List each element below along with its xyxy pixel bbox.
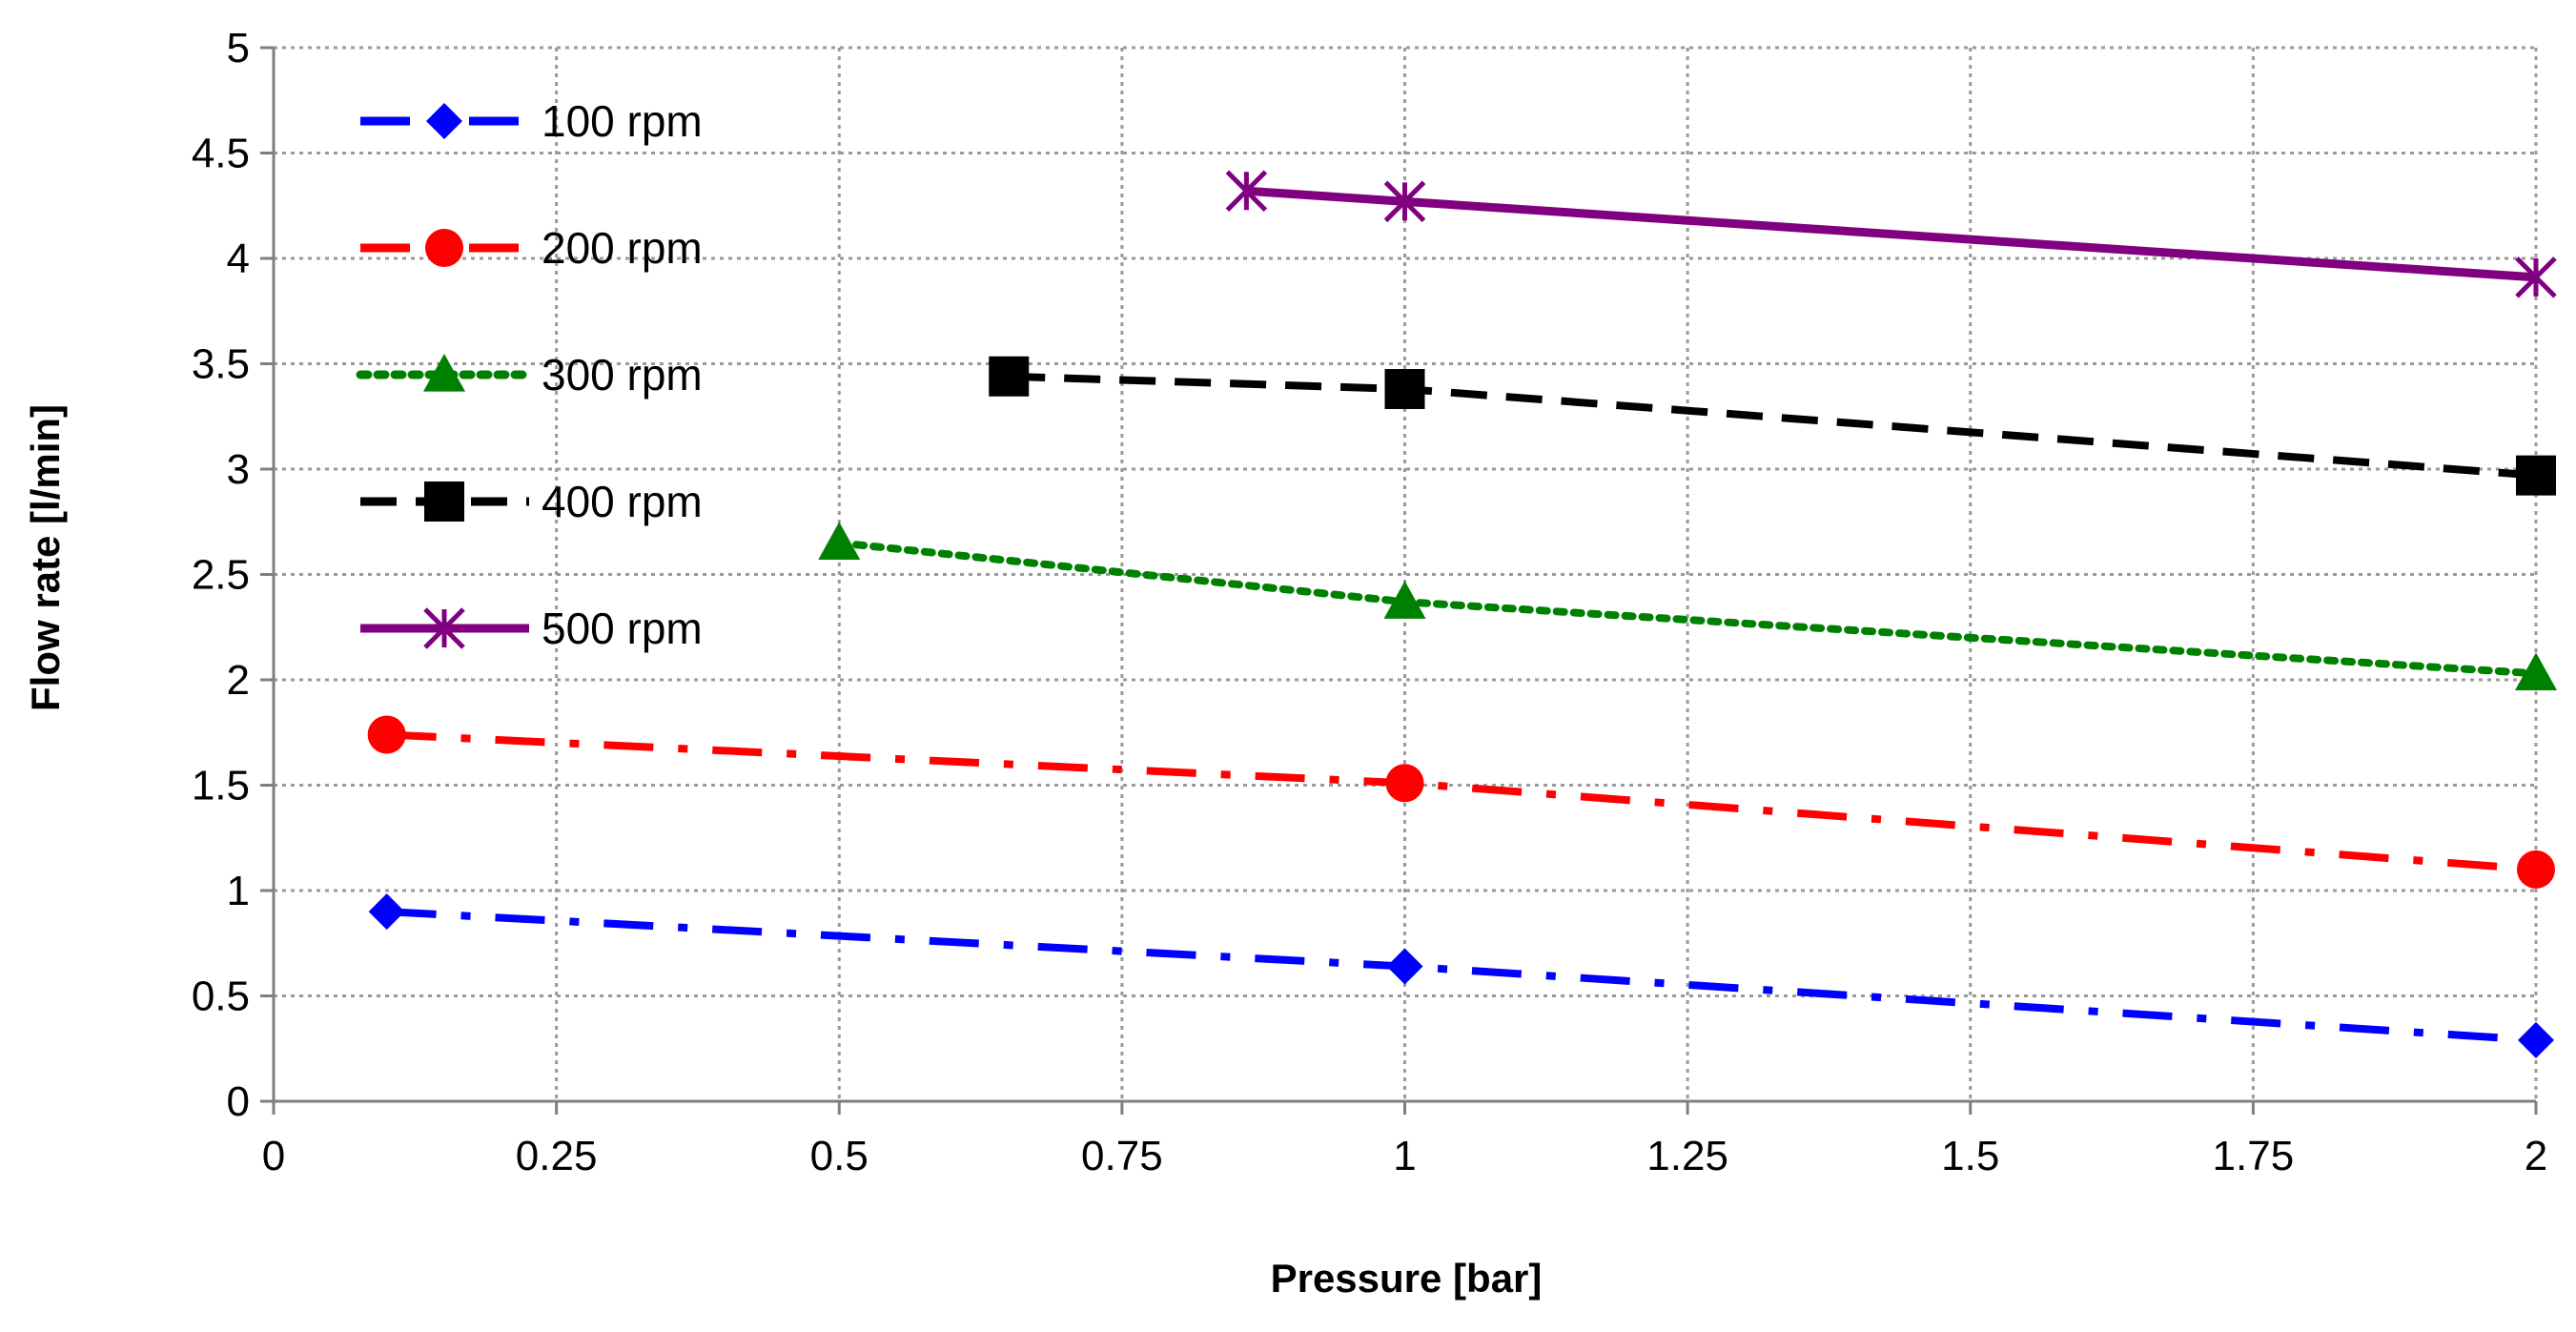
series-group bbox=[367, 170, 2557, 1058]
legend-label: 400 rpm bbox=[542, 477, 703, 526]
legend-marker bbox=[425, 229, 463, 267]
grid-lines bbox=[274, 46, 2538, 1101]
tick-labels: 0 0.5 1 1.5 2 2.5 3 3.5 4 4.5 5 0 0.25 0.5 0.75 1 1.25 1.… bbox=[192, 25, 2547, 1179]
x-tick-label: 0.5 bbox=[810, 1133, 869, 1179]
legend-item-400-rpm: 400 rpm bbox=[360, 477, 703, 526]
data-point bbox=[989, 356, 1030, 397]
y-tick-label: 0 bbox=[227, 1078, 250, 1125]
data-point bbox=[2518, 1021, 2554, 1058]
legend-label: 100 rpm bbox=[542, 96, 703, 146]
legend-label: 200 rpm bbox=[542, 223, 703, 273]
y-tick-label: 4 bbox=[227, 236, 250, 282]
legend-marker bbox=[423, 354, 465, 392]
data-point bbox=[2515, 652, 2557, 690]
series-400-rpm bbox=[989, 356, 2556, 496]
data-point bbox=[2516, 455, 2556, 496]
y-tick-label: 1 bbox=[227, 868, 250, 914]
data-point bbox=[1383, 581, 1426, 619]
series-line bbox=[386, 730, 2537, 873]
x-axis-title: Pressure [bar] bbox=[1271, 1256, 1543, 1301]
series-line bbox=[1009, 372, 2537, 480]
data-point bbox=[2517, 850, 2555, 889]
legend-marker bbox=[423, 607, 465, 649]
x-tick-label: 2 bbox=[2525, 1133, 2547, 1179]
legend-item-300-rpm: 300 rpm bbox=[356, 350, 703, 400]
series-line bbox=[1246, 186, 2537, 282]
data-point bbox=[2515, 256, 2557, 298]
legend-label: 500 rpm bbox=[542, 604, 703, 653]
x-tick-label: 0.75 bbox=[1081, 1133, 1163, 1179]
y-axis-title: Flow rate [l/min] bbox=[23, 404, 68, 711]
series-line bbox=[386, 908, 2537, 1044]
data-point bbox=[1385, 764, 1424, 803]
y-tick-label: 5 bbox=[227, 25, 250, 72]
series-300-rpm bbox=[818, 522, 2557, 690]
y-tick-label: 3.5 bbox=[192, 341, 250, 388]
legend-item-100-rpm: 100 rpm bbox=[360, 96, 703, 146]
y-tick-label: 1.5 bbox=[192, 763, 250, 809]
series-200-rpm bbox=[367, 715, 2555, 889]
data-point bbox=[1384, 369, 1425, 410]
series-500-rpm bbox=[1225, 170, 2557, 298]
data-point bbox=[818, 522, 861, 560]
data-point bbox=[368, 893, 405, 931]
y-tick-label: 3 bbox=[227, 446, 250, 493]
y-tick-label: 2 bbox=[227, 657, 250, 704]
data-point bbox=[367, 715, 406, 754]
legend-label: 300 rpm bbox=[542, 350, 703, 400]
x-tick-label: 1 bbox=[1393, 1133, 1416, 1179]
data-point bbox=[1386, 948, 1423, 985]
x-tick-label: 1.25 bbox=[1646, 1133, 1728, 1179]
legend-marker bbox=[426, 103, 462, 139]
legend: 100 rpm 200 rpm 300 rpm 400 rpm 500 rpm bbox=[356, 96, 703, 653]
axes bbox=[260, 46, 2538, 1115]
data-point bbox=[1383, 180, 1426, 223]
series-100-rpm bbox=[368, 893, 2554, 1058]
data-point bbox=[1225, 170, 1268, 213]
legend-item-500-rpm: 500 rpm bbox=[360, 604, 703, 653]
legend-item-200-rpm: 200 rpm bbox=[360, 223, 703, 273]
x-tick-label: 0.25 bbox=[516, 1133, 598, 1179]
y-tick-label: 4.5 bbox=[192, 131, 250, 177]
x-tick-label: 0 bbox=[262, 1133, 285, 1179]
x-tick-label: 1.5 bbox=[1941, 1133, 1999, 1179]
legend-marker bbox=[424, 482, 464, 522]
x-tick-label: 1.75 bbox=[2213, 1133, 2295, 1179]
y-tick-label: 2.5 bbox=[192, 552, 250, 599]
y-tick-label: 0.5 bbox=[192, 973, 250, 1020]
